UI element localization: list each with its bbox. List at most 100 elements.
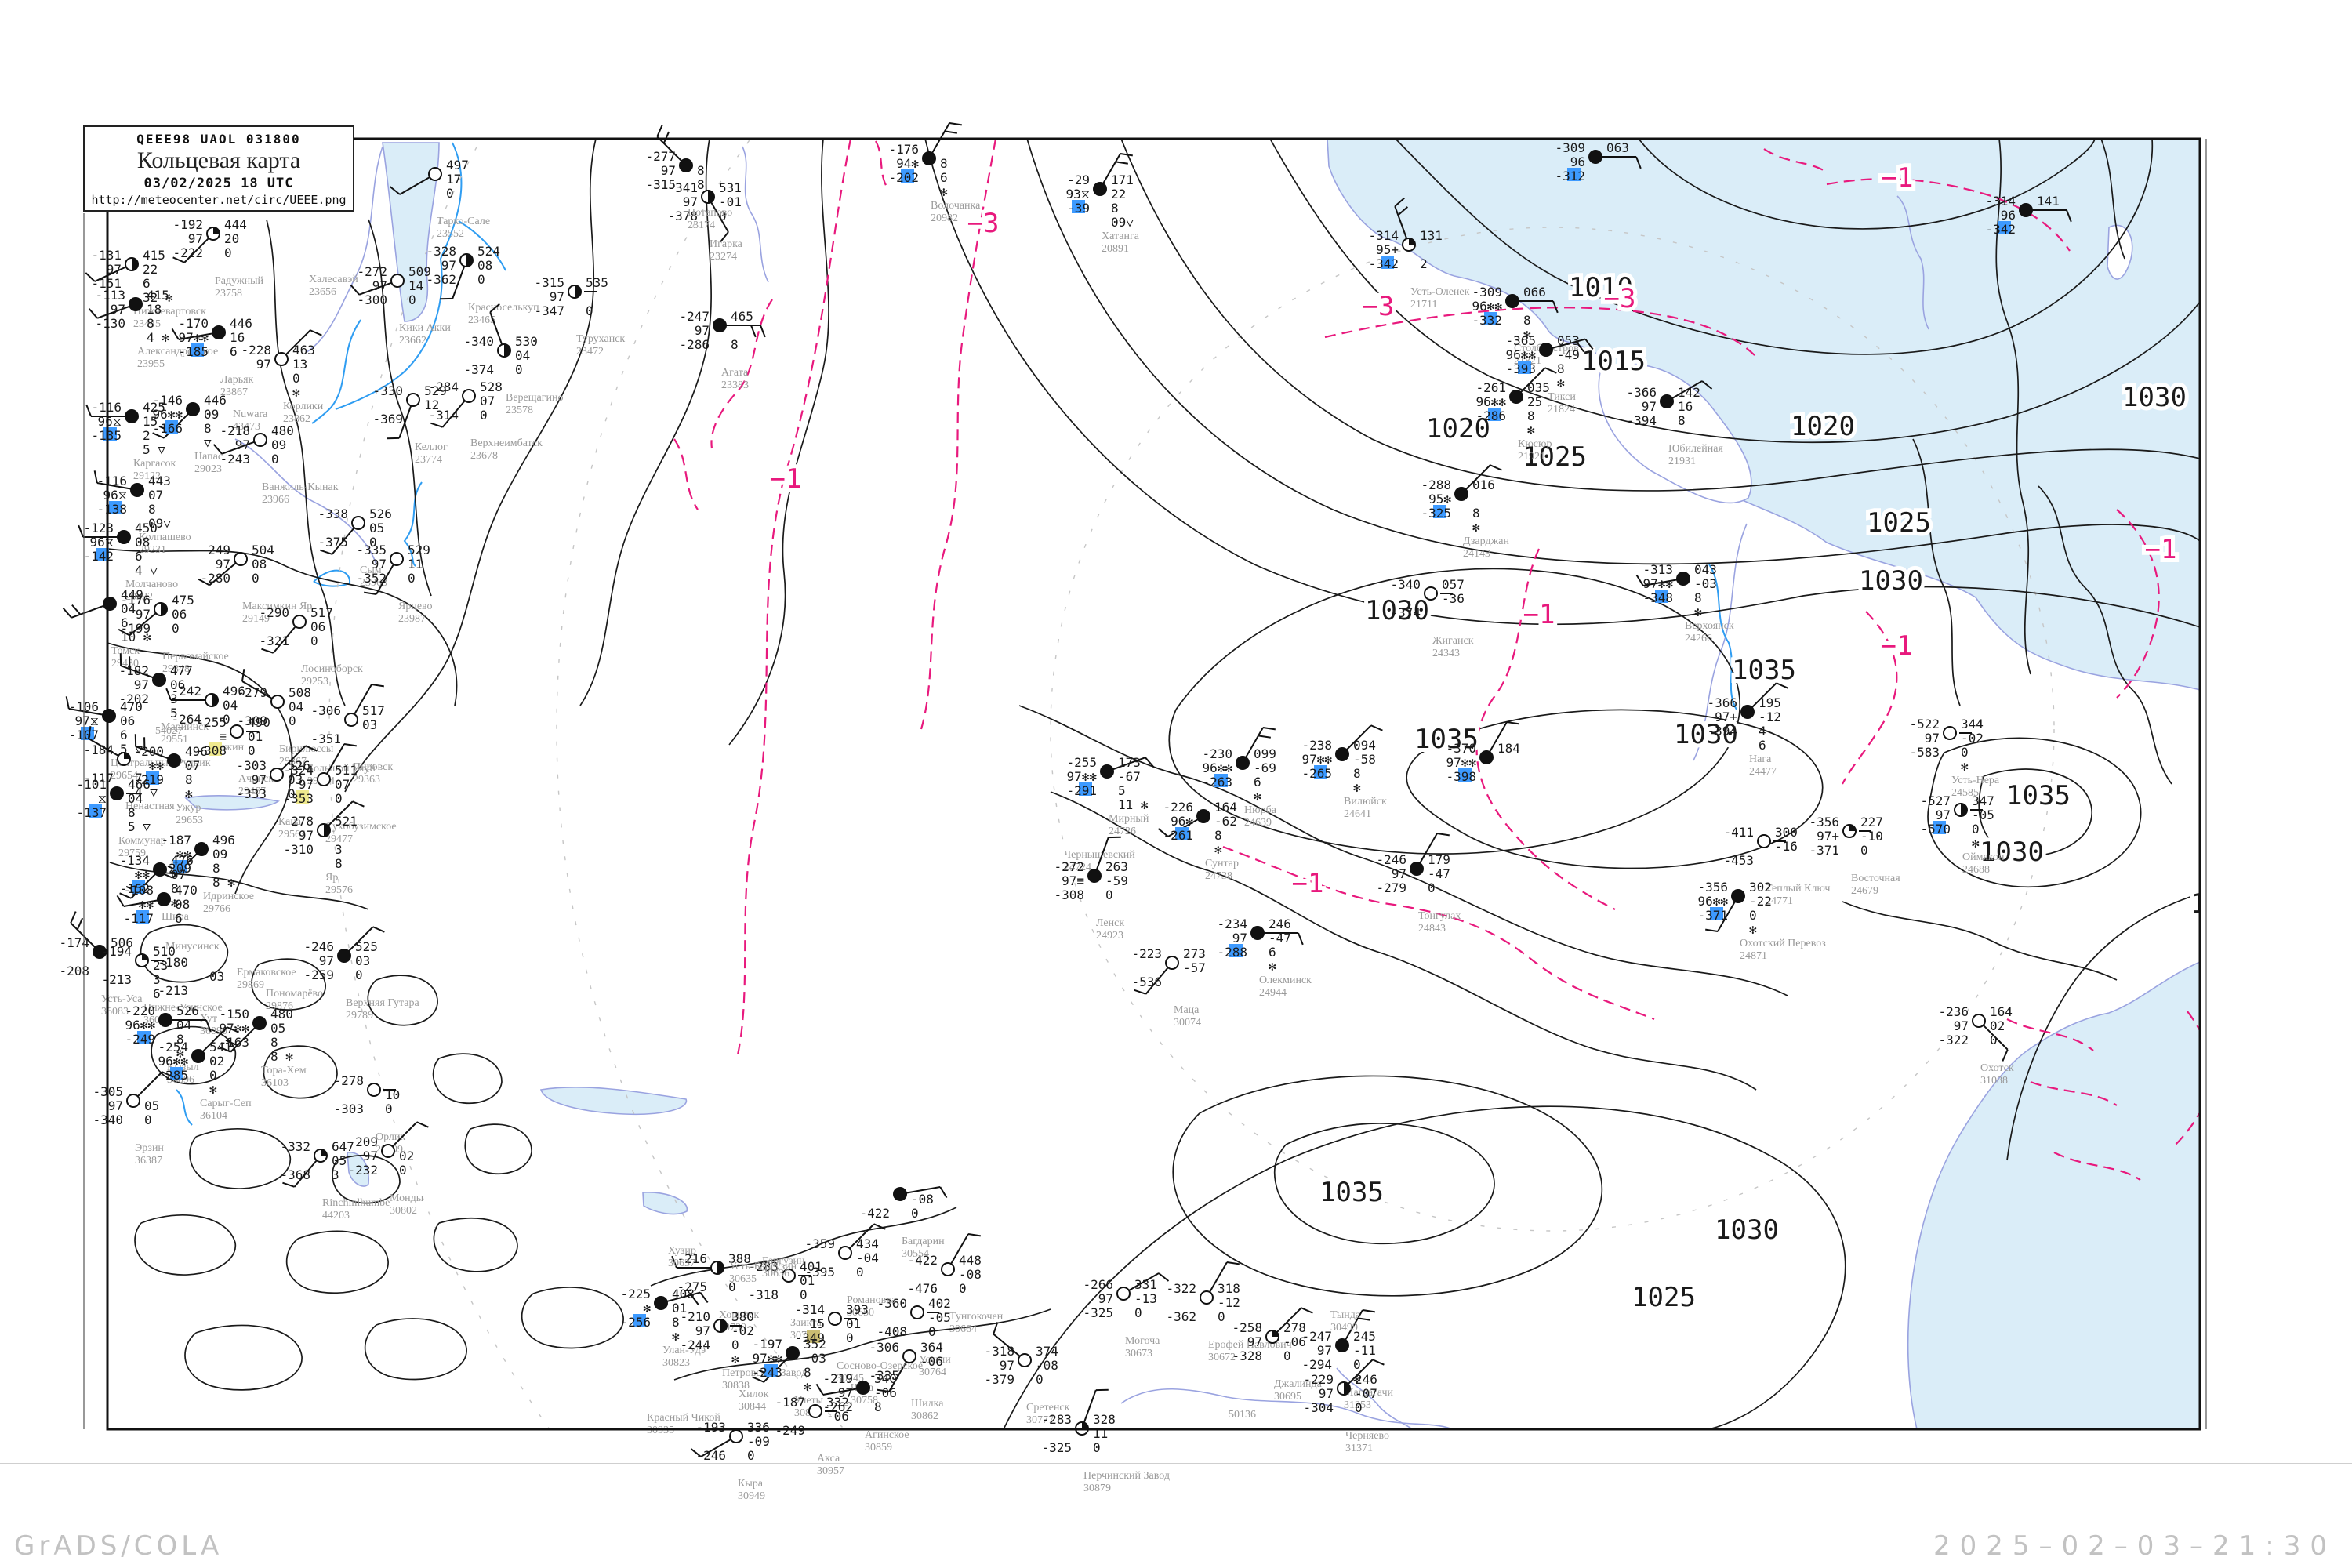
station-tendency: 20	[224, 231, 239, 246]
station-temp: -226	[1163, 800, 1193, 815]
station-temp: -236	[1938, 1004, 1969, 1019]
wind-barb	[78, 524, 118, 538]
station-pressure: 497	[446, 158, 469, 172]
station-tendency: -08	[911, 1192, 934, 1207]
station-tendency: 02	[399, 1149, 414, 1163]
station-tendency: -06	[826, 1409, 849, 1424]
station-circle	[786, 1346, 800, 1360]
station-circle	[654, 1296, 668, 1310]
river-bright	[176, 1089, 193, 1126]
station-name: Каца	[278, 816, 302, 828]
wind-barb	[171, 328, 213, 341]
station-temp: -261	[1475, 380, 1506, 395]
wind-barb	[326, 742, 357, 775]
river	[305, 146, 383, 354]
station-id: 50136	[1229, 1409, 1256, 1421]
station-pressure: 470	[120, 699, 143, 714]
station-temp: -146	[152, 393, 183, 408]
station-pressure: 526	[288, 758, 310, 773]
isobar-path	[263, 1045, 338, 1099]
station-plot: -184 -117 74 ▽Ненастная	[83, 726, 175, 812]
river	[1336, 1367, 1412, 1429]
station-temp: -272	[357, 264, 387, 279]
station-id: 29869	[237, 979, 264, 991]
station-extra: 6	[230, 344, 238, 359]
station-temp: -303	[236, 758, 267, 773]
wind-barb	[136, 1071, 174, 1098]
station-dewpoint: -398	[1446, 769, 1476, 784]
isobar-label: 1015	[1581, 346, 1646, 377]
station-name: Монды	[390, 1192, 424, 1204]
station-pressure: 300	[1775, 825, 1798, 840]
station-temp: -277	[645, 149, 676, 164]
station-id: 24944	[1259, 987, 1287, 999]
weather-square	[165, 420, 178, 434]
station-pressure: 173	[1118, 755, 1141, 770]
isobar-label: 1030	[1715, 1214, 1779, 1246]
station-extra: 8	[1472, 506, 1480, 521]
station-tendency: 03	[362, 717, 377, 732]
station-name: Молчаново	[125, 579, 178, 590]
station-weather: 4 ✻	[147, 330, 169, 345]
cloud-half	[161, 603, 167, 615]
isobar-path	[1995, 139, 2031, 675]
station-tendency: 08	[252, 557, 267, 572]
station-temp: -209	[347, 1134, 378, 1149]
station-pressure: 328	[1093, 1412, 1116, 1427]
station-tendency: 09	[204, 407, 219, 422]
weather-square	[109, 501, 122, 514]
station-id: 20891	[1102, 243, 1129, 255]
station-pressure: 380	[731, 1309, 754, 1324]
station-tendency: 23	[153, 958, 168, 973]
station-name: Мирный	[1109, 813, 1149, 825]
station-circle	[406, 393, 420, 407]
station-circle	[1335, 1338, 1349, 1352]
station-circle	[713, 318, 727, 332]
station-id: 30074	[1174, 1017, 1201, 1029]
station-humidity: 97✻✻	[1301, 752, 1332, 767]
station-extra: 8	[212, 861, 220, 876]
station-id: 30635	[729, 1273, 757, 1285]
isobar-label: 1030	[1980, 837, 2044, 868]
station-temp: -313	[1642, 562, 1673, 577]
station-temp: -522	[1909, 717, 1940, 731]
wind-barb	[1345, 1308, 1375, 1341]
station-id: 29759	[118, 848, 146, 859]
station-pressure: 510	[153, 944, 176, 959]
station-pressure: 443	[148, 474, 171, 488]
wind-barb	[219, 1026, 256, 1053]
station-temp: -356	[1697, 880, 1728, 895]
station-circle	[1250, 926, 1265, 940]
cloud-half	[720, 1319, 727, 1332]
station-humidity: 93⧖	[1066, 187, 1091, 201]
station-id: 23656	[309, 286, 336, 298]
station-id: 30844	[739, 1401, 766, 1413]
station-id: 29563	[278, 829, 306, 840]
isobar-path	[266, 219, 346, 706]
station-dewpoint: -362	[426, 272, 456, 287]
station-dewpoint: -369	[372, 412, 403, 426]
station-id: 24266	[1685, 633, 1712, 644]
station-humidity: 97	[363, 1149, 378, 1163]
station-dewpoint: -208	[59, 964, 89, 978]
station-humidity: 97	[372, 278, 387, 293]
station-weather: ✻	[1749, 922, 1757, 937]
wind-barb	[354, 683, 384, 715]
station-id: 30859	[865, 1442, 892, 1454]
station-extra: 8	[147, 316, 154, 331]
station-temp: -314	[1985, 194, 2016, 209]
cloud-half	[324, 824, 330, 837]
station-tendency: -57	[1183, 960, 1206, 975]
station-humidity: 97	[550, 289, 564, 304]
station-dewpoint: -379	[984, 1372, 1014, 1387]
station-humidity: 97	[1247, 1334, 1262, 1349]
station-dewpoint: -583	[1909, 745, 1940, 760]
isobar-path	[332, 1154, 401, 1204]
station-id: 29876	[266, 1000, 293, 1012]
station-id: 30949	[738, 1490, 765, 1502]
station-tendency: -59	[1105, 873, 1128, 888]
station-id: 31371	[1345, 1443, 1373, 1454]
